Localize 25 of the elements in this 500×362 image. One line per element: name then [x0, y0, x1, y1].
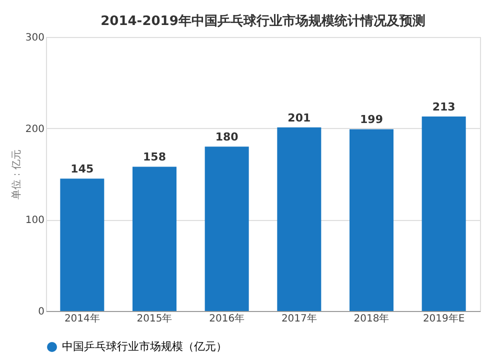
legend-label: 中国乒乓球行业市场规模（亿元）: [62, 340, 227, 353]
y-tick-label: 100: [25, 215, 44, 226]
x-tick-label: 2015年: [136, 312, 172, 324]
bar: [422, 116, 466, 311]
data-label: 213: [432, 100, 456, 114]
bar: [60, 178, 104, 311]
bar: [132, 166, 176, 311]
data-label: 199: [360, 113, 383, 126]
chart-title: 2014-2019年中国乒乓球行业市场规模统计情况及预测: [100, 13, 426, 29]
y-tick-label: 300: [25, 32, 44, 44]
x-tick-label: 2014年: [64, 312, 100, 324]
data-label: 201: [288, 111, 311, 124]
y-axis-title: 单位：亿元: [10, 150, 22, 200]
x-tick-label: 2016年: [209, 312, 245, 324]
y-tick-label: 0: [38, 306, 44, 318]
bar: [204, 146, 249, 311]
x-tick-label: 2018年: [354, 312, 390, 324]
bar: [277, 127, 322, 311]
bar: [350, 129, 394, 311]
data-label: 158: [143, 150, 166, 164]
y-tick-label: 200: [25, 124, 44, 135]
x-tick-label: 2019年E: [422, 312, 465, 324]
data-label: 180: [215, 130, 239, 144]
x-tick-label: 2017年: [281, 312, 317, 324]
data-label: 145: [70, 162, 94, 176]
